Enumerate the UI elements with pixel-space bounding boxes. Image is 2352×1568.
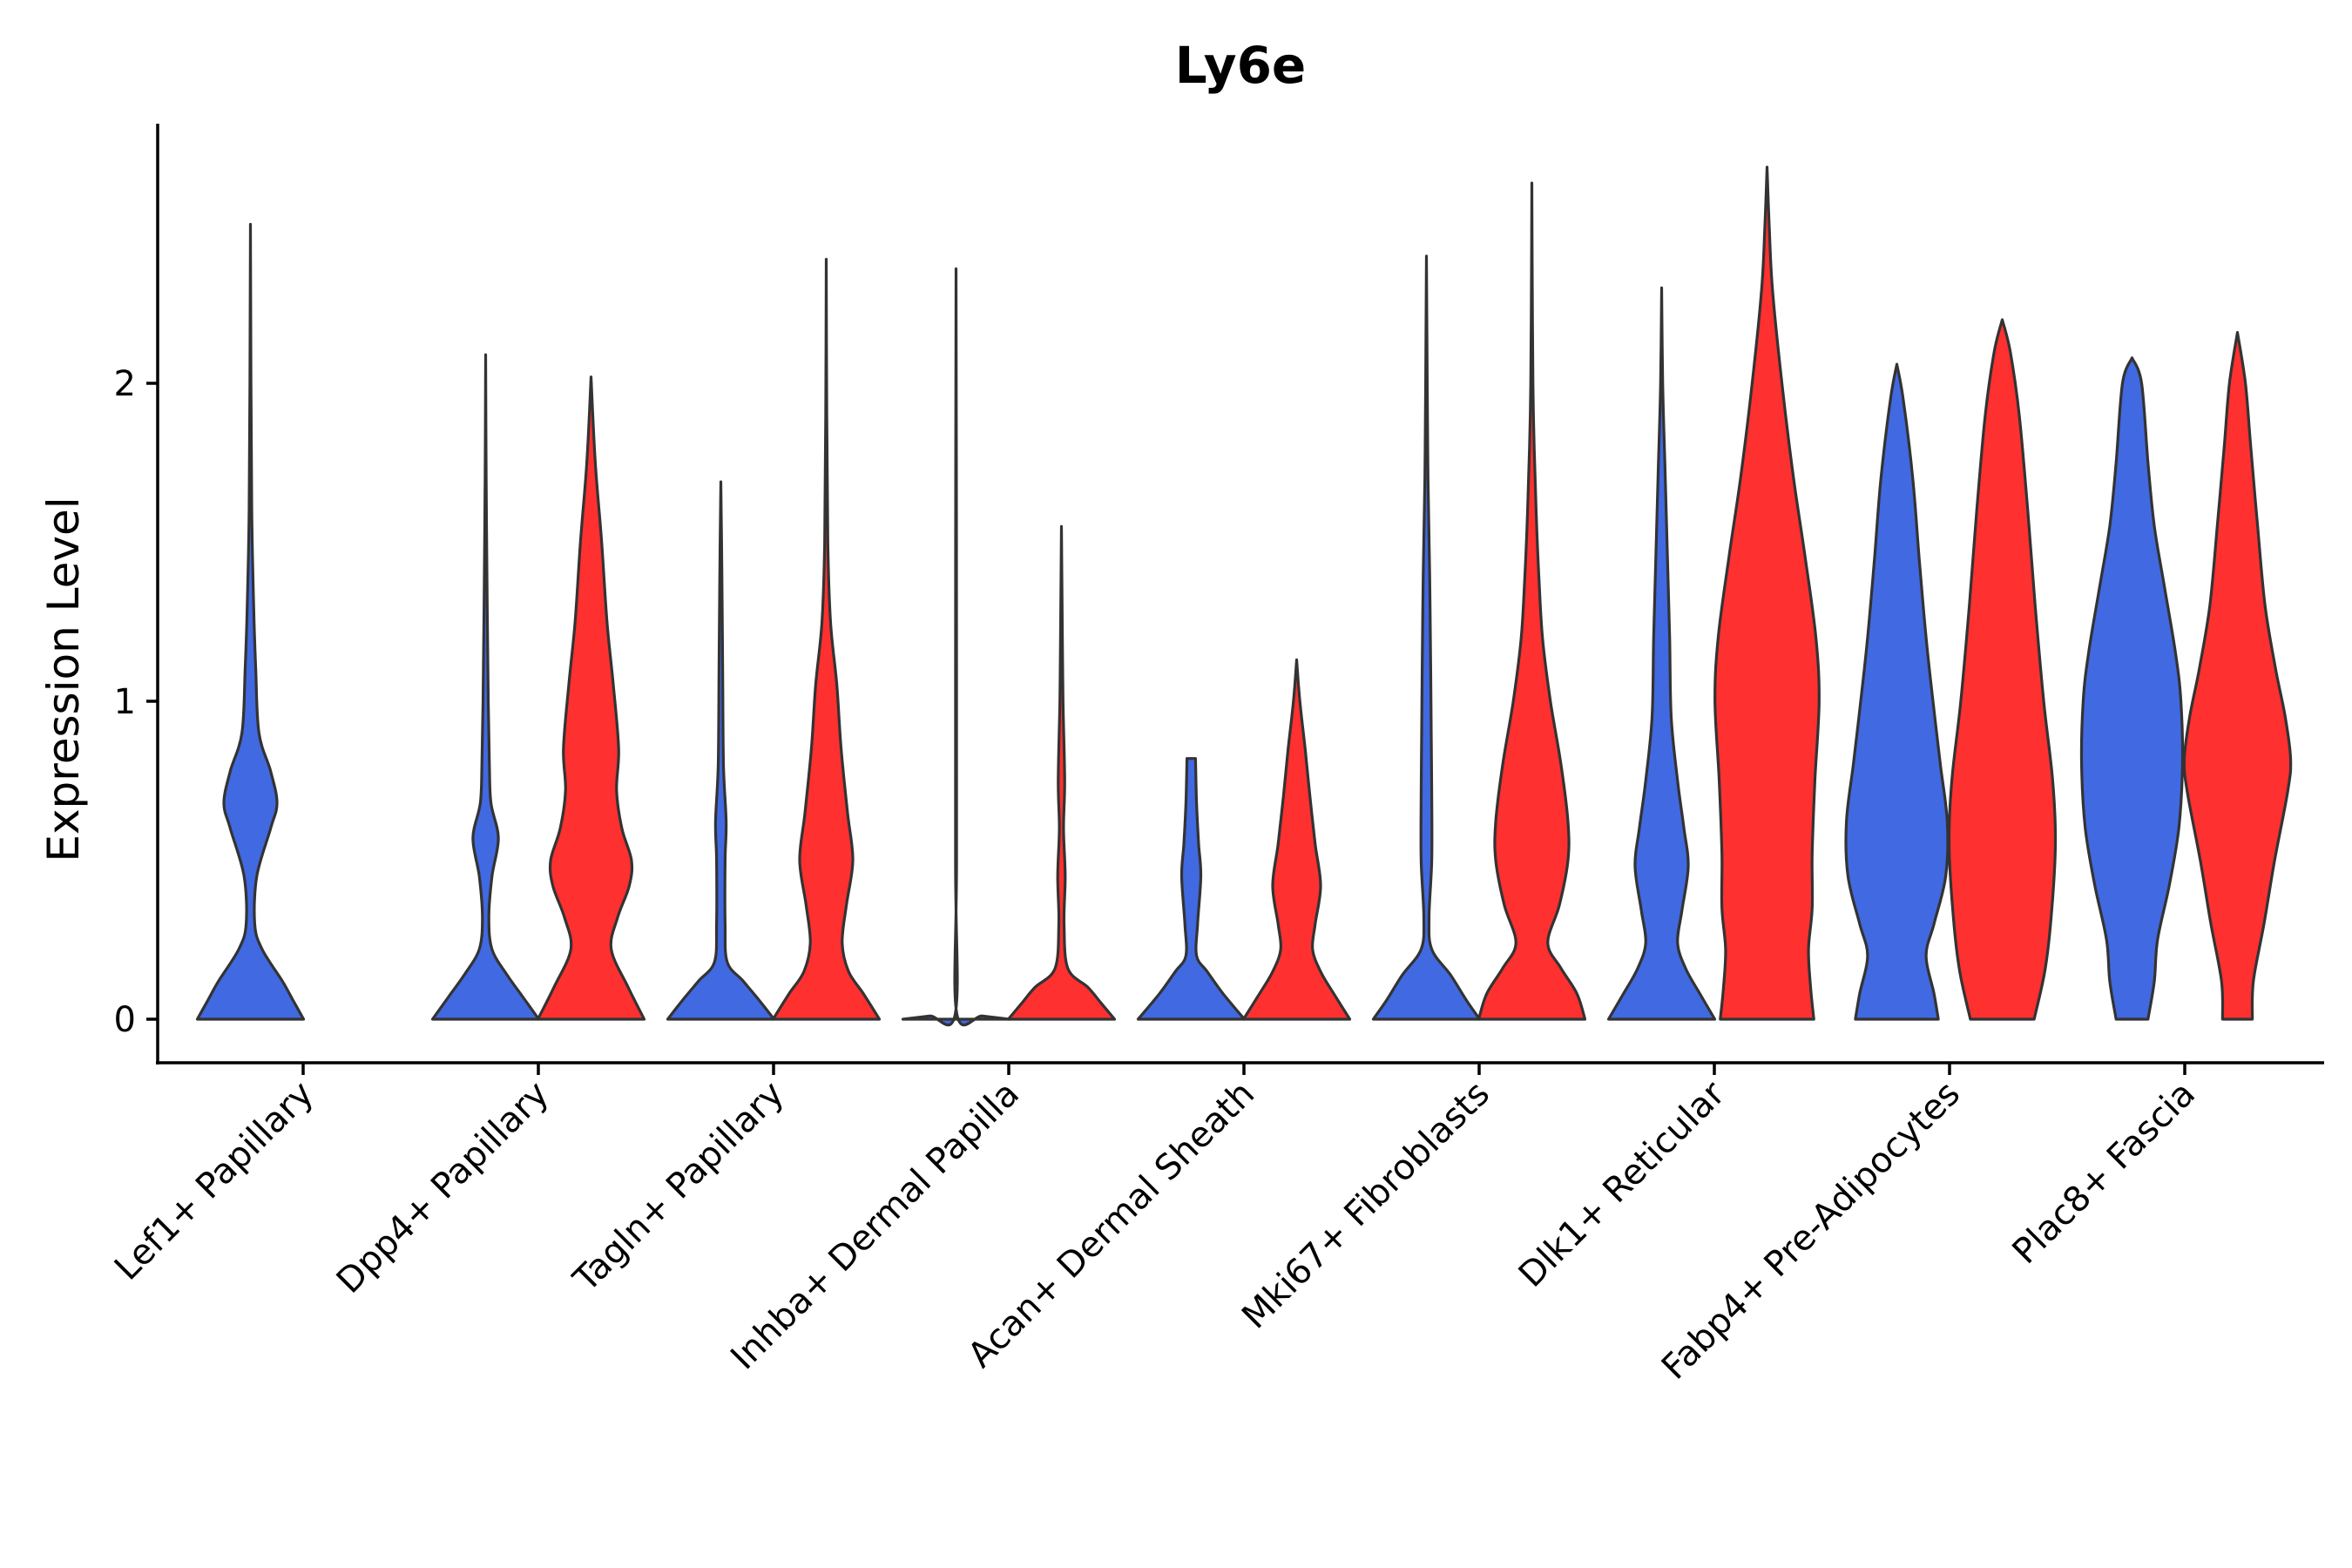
x-tick-label-3: Tagln+ Papillary <box>565 1074 792 1301</box>
x-ticks: Lef1+ Papillary Dpp4+ Papillary Tagln+ Pap… <box>107 1063 2203 1388</box>
violin-9-group1 <box>2079 356 2185 1021</box>
violin-9-group2 <box>2182 331 2293 1021</box>
violin-6-group1 <box>1371 254 1482 1021</box>
y-tick-label-0: 0 <box>114 1000 136 1040</box>
violin-5-group1 <box>1136 757 1247 1021</box>
violin-7-group1 <box>1606 286 1717 1021</box>
violin-2-group2 <box>536 375 646 1021</box>
violin-2-group1 <box>430 353 541 1021</box>
violin-layer <box>195 166 2293 1027</box>
violin-3-group2 <box>771 258 882 1021</box>
y-tick-label-1: 1 <box>114 682 136 722</box>
x-tick-label-2: Dpp4+ Papillary <box>329 1074 557 1301</box>
y-tick-label-2: 2 <box>114 364 136 404</box>
violin-8-group1 <box>1844 362 1950 1021</box>
x-tick-label-1: Lef1+ Papillary <box>107 1074 321 1288</box>
chart-title: Ly6e <box>1175 36 1307 95</box>
violin-3-group1 <box>666 480 776 1021</box>
violin-7-group2 <box>1713 166 1821 1021</box>
violin-6-group2 <box>1477 181 1587 1021</box>
y-axis-label: Expression Level <box>38 497 89 862</box>
violin-8-group2 <box>1947 318 2058 1021</box>
x-tick-label-6: Mki67+ Fibroblasts <box>1234 1074 1497 1337</box>
x-tick-label-7: Dlk1+ Reticular <box>1511 1073 1734 1295</box>
y-ticks: 0 1 2 <box>114 364 158 1040</box>
axes-layer <box>156 124 2324 1064</box>
violin-1-group1 <box>195 222 306 1021</box>
x-tick-label-9: Plac8+ Fascia <box>2005 1074 2204 1273</box>
violin-4-group2 <box>1006 524 1117 1021</box>
violin-5-group2 <box>1241 658 1352 1021</box>
violin-4-group1 <box>901 267 1011 1027</box>
